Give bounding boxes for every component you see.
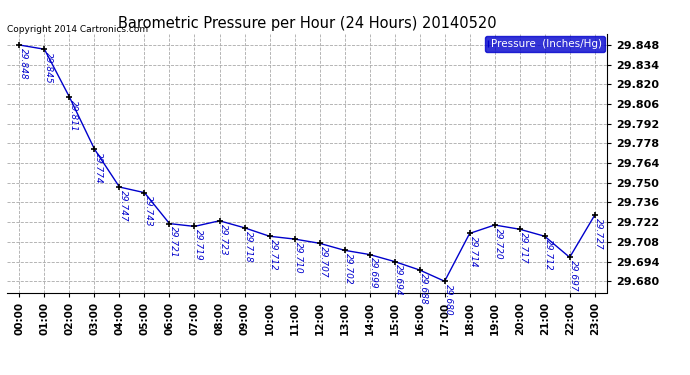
Legend: Pressure  (Inches/Hg): Pressure (Inches/Hg) xyxy=(485,36,605,52)
Text: 29.723: 29.723 xyxy=(219,224,228,255)
Text: 29.712: 29.712 xyxy=(544,239,553,271)
Text: 29.697: 29.697 xyxy=(569,260,578,292)
Title: Barometric Pressure per Hour (24 Hours) 20140520: Barometric Pressure per Hour (24 Hours) … xyxy=(118,16,496,31)
Text: 29.718: 29.718 xyxy=(244,231,253,262)
Text: 29.688: 29.688 xyxy=(420,273,428,304)
Text: 29.714: 29.714 xyxy=(469,236,478,268)
Text: 29.719: 29.719 xyxy=(194,229,203,261)
Text: 29.707: 29.707 xyxy=(319,246,328,278)
Text: 29.743: 29.743 xyxy=(144,195,153,227)
Text: 29.720: 29.720 xyxy=(494,228,503,260)
Text: Copyright 2014 Cartronics.com: Copyright 2014 Cartronics.com xyxy=(7,25,148,34)
Text: 29.717: 29.717 xyxy=(520,232,529,264)
Text: 29.811: 29.811 xyxy=(69,100,78,131)
Text: 29.712: 29.712 xyxy=(269,239,278,271)
Text: 29.702: 29.702 xyxy=(344,253,353,285)
Text: 29.694: 29.694 xyxy=(394,264,403,296)
Text: 29.721: 29.721 xyxy=(169,226,178,258)
Text: 29.710: 29.710 xyxy=(294,242,303,273)
Text: 29.727: 29.727 xyxy=(594,218,603,249)
Text: 29.680: 29.680 xyxy=(444,284,453,316)
Text: 29.747: 29.747 xyxy=(119,190,128,221)
Text: 29.845: 29.845 xyxy=(44,52,53,84)
Text: 29.699: 29.699 xyxy=(369,257,378,289)
Text: 29.774: 29.774 xyxy=(94,152,103,183)
Text: 29.848: 29.848 xyxy=(19,48,28,80)
